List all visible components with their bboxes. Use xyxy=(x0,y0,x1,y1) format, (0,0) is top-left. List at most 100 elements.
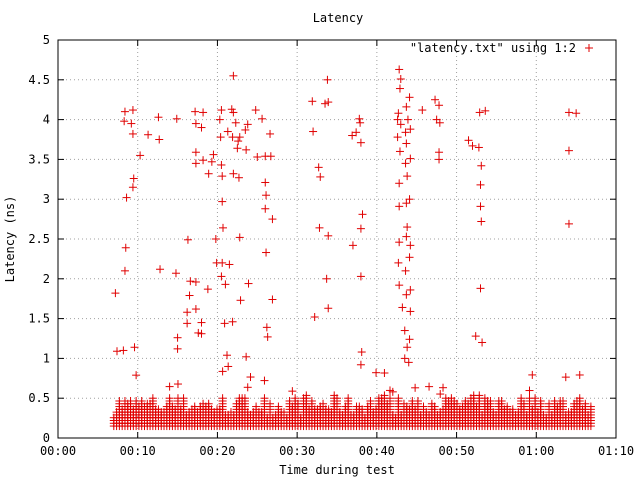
data-point xyxy=(474,143,483,152)
data-point xyxy=(185,291,194,300)
data-point xyxy=(253,153,262,162)
data-point xyxy=(400,354,409,363)
data-point xyxy=(396,75,405,84)
data-point xyxy=(243,383,252,392)
data-point xyxy=(432,115,441,124)
data-point xyxy=(395,65,404,74)
data-point xyxy=(240,394,249,403)
data-point xyxy=(191,305,200,314)
data-point xyxy=(401,266,410,275)
data-point xyxy=(172,114,181,123)
data-point xyxy=(564,108,573,117)
data-point xyxy=(586,402,595,411)
data-point xyxy=(324,231,333,240)
data-point xyxy=(227,105,236,114)
x-axis-label: Time during test xyxy=(279,463,395,477)
data-point xyxy=(477,161,486,170)
data-point xyxy=(403,115,412,124)
data-point xyxy=(204,399,213,408)
data-point xyxy=(243,120,252,129)
data-point xyxy=(215,115,224,124)
data-point xyxy=(525,386,534,395)
data-point xyxy=(308,97,317,106)
data-point xyxy=(394,109,403,118)
data-point xyxy=(261,204,270,213)
data-point xyxy=(266,129,275,138)
data-point xyxy=(404,358,413,367)
data-point xyxy=(191,148,200,157)
data-point xyxy=(309,127,318,136)
data-point xyxy=(395,281,404,290)
data-point xyxy=(229,108,238,117)
data-point xyxy=(183,308,192,317)
data-point xyxy=(405,253,414,262)
data-point xyxy=(197,329,206,338)
data-point xyxy=(154,113,163,122)
legend-marker xyxy=(585,44,593,52)
data-point xyxy=(503,402,512,411)
data-point xyxy=(191,159,200,168)
data-point xyxy=(228,317,237,326)
data-point xyxy=(435,101,444,110)
data-point xyxy=(425,382,434,391)
data-point xyxy=(244,279,253,288)
data-point xyxy=(344,394,353,403)
data-point xyxy=(191,107,200,116)
y-tick-label: 3 xyxy=(43,192,50,206)
data-point xyxy=(528,370,537,379)
data-point xyxy=(406,285,415,294)
data-point xyxy=(171,269,180,278)
data-point xyxy=(402,232,411,241)
data-point xyxy=(207,157,216,166)
data-point xyxy=(262,323,271,332)
data-point xyxy=(324,304,333,313)
legend: "latency.txt" using 1:2 xyxy=(410,41,593,55)
plot-frame xyxy=(57,39,617,439)
data-point xyxy=(564,219,573,228)
y-tick-label: 1.5 xyxy=(28,312,50,326)
data-point xyxy=(209,150,218,159)
data-point xyxy=(405,335,414,344)
data-point xyxy=(395,179,404,188)
data-point xyxy=(137,396,146,405)
data-point xyxy=(218,172,227,181)
data-point xyxy=(476,284,485,293)
data-point xyxy=(358,210,367,219)
data-point xyxy=(229,71,238,80)
data-point xyxy=(251,106,260,115)
data-point xyxy=(173,344,182,353)
data-point xyxy=(266,152,275,161)
data-point xyxy=(155,135,164,144)
data-point xyxy=(435,148,444,157)
x-tick-label: 00:20 xyxy=(199,444,235,458)
x-tick-labels: 00:00 00:10 00:20 00:30 00:40 00:50 01:00 01:10 xyxy=(40,444,634,458)
data-point xyxy=(419,402,428,411)
data-point xyxy=(366,396,375,405)
data-point xyxy=(380,391,389,400)
data-point xyxy=(431,95,440,104)
data-point xyxy=(572,109,581,118)
data-point xyxy=(395,202,404,211)
grid-lines xyxy=(58,40,616,438)
x-tick-label: 00:00 xyxy=(40,444,76,458)
data-point xyxy=(307,396,316,405)
data-point xyxy=(120,117,129,126)
data-point xyxy=(481,106,490,115)
x-tick-label: 00:50 xyxy=(439,444,475,458)
data-point xyxy=(235,133,244,142)
data-point xyxy=(218,258,227,267)
data-point xyxy=(242,145,251,154)
data-point xyxy=(197,318,206,327)
data-point xyxy=(241,125,250,134)
data-point xyxy=(274,402,283,411)
data-point xyxy=(314,163,323,172)
legend-label: "latency.txt" using 1:2 xyxy=(410,41,576,55)
data-point xyxy=(179,394,188,403)
data-point xyxy=(218,367,227,376)
data-point xyxy=(228,133,237,142)
data-point xyxy=(120,266,129,275)
data-point xyxy=(356,360,365,369)
data-point xyxy=(223,127,232,136)
data-point xyxy=(112,347,121,356)
data-point xyxy=(262,191,271,200)
